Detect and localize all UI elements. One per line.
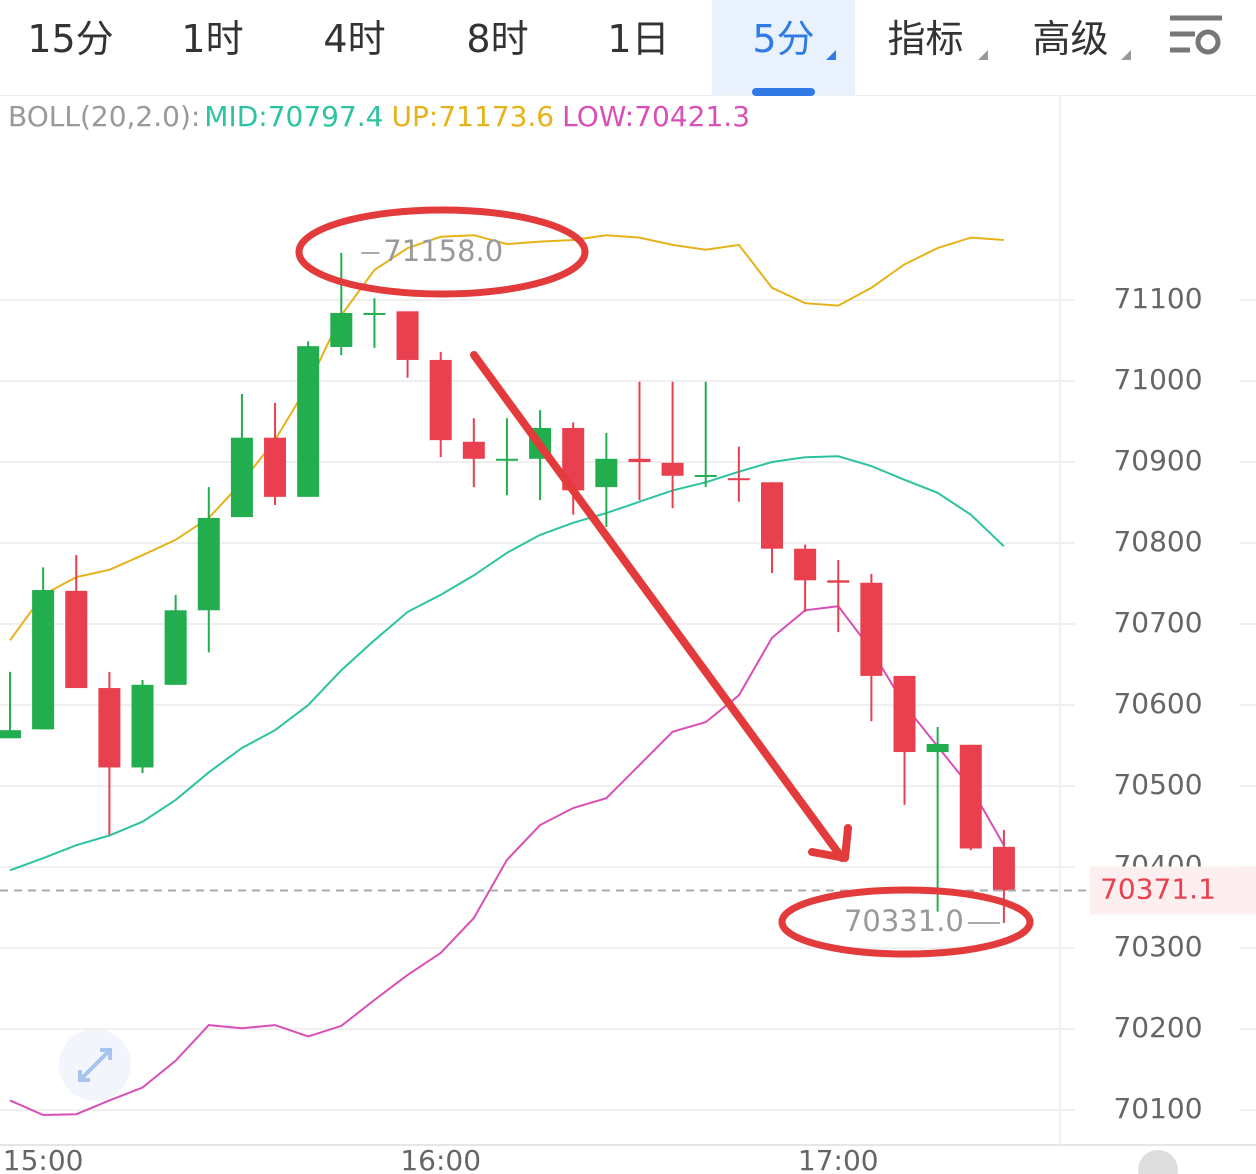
boll-line — [9, 455, 1005, 872]
timeframe-tab[interactable]: 8时 — [466, 17, 529, 61]
candle-body — [661, 462, 684, 476]
timeframe-tab[interactable]: 指标 — [887, 17, 964, 61]
y-tick-label: 71100 — [1113, 282, 1202, 315]
candle-body — [429, 359, 452, 441]
candle-body — [230, 437, 253, 518]
x-tick-label: 15:00 — [3, 1144, 84, 1174]
x-tick-label: 16:00 — [400, 1144, 481, 1174]
timeframe-tab[interactable]: 4时 — [323, 17, 386, 61]
y-tick-label: 70300 — [1113, 930, 1202, 963]
candle-body — [197, 517, 220, 611]
y-tick-label: 70600 — [1113, 687, 1202, 720]
candle-body — [694, 474, 717, 477]
candle-body — [330, 312, 353, 347]
legend-entry: LOW:70421.3 — [562, 100, 750, 133]
highlight-ellipse — [778, 886, 1034, 958]
x-tick-label: 17:00 — [798, 1144, 879, 1174]
candle-body — [495, 458, 518, 461]
candle-body — [794, 548, 817, 581]
timeframe-tab[interactable]: 1时 — [181, 17, 244, 61]
low-annotation: 70331.0 — [844, 904, 964, 938]
settings-icon[interactable] — [1170, 15, 1222, 55]
candle-body — [264, 437, 287, 497]
timeframe-tab[interactable]: 15分 — [27, 17, 114, 61]
y-tick-label: 71000 — [1113, 363, 1202, 396]
candle-body — [462, 441, 485, 459]
candle-body — [827, 580, 850, 583]
tab-dropdown-triangle — [826, 50, 836, 60]
candle-body — [959, 744, 982, 849]
legend-entry: UP:71173.6 — [392, 100, 555, 133]
candle-body — [363, 312, 386, 315]
y-tick-label: 70800 — [1113, 525, 1202, 558]
y-tick-label: 70100 — [1113, 1092, 1202, 1125]
candle-body — [628, 458, 651, 463]
y-tick-label: 70200 — [1113, 1011, 1202, 1044]
candle-body — [65, 590, 88, 689]
candle-body — [562, 427, 585, 491]
timeframe-tabs: 15分 1时 4时 8时 1日 5分 指标 高级 — [0, 0, 1256, 96]
trend-arrow — [470, 351, 852, 862]
expand-icon[interactable] — [59, 1029, 131, 1101]
candle-body — [893, 675, 916, 753]
legend: BOLL(20,2.0): MID:70797.4 UP:71173.6 LOW:70… — [8, 100, 750, 133]
candle-body — [860, 582, 883, 676]
last-price-box — [1090, 866, 1256, 915]
candle-body — [297, 346, 320, 497]
candle-body — [727, 478, 750, 481]
y-tick-label: 70500 — [1113, 768, 1202, 801]
boll-line — [9, 234, 1004, 641]
candle-body — [926, 743, 949, 753]
boll-line — [9, 605, 1005, 1117]
high-annotation: 71158.0 — [383, 234, 503, 268]
candle-body — [0, 730, 21, 739]
legend-title: BOLL(20,2.0): — [8, 100, 200, 133]
candle-body — [98, 688, 121, 768]
y-tick-label: 70700 — [1113, 606, 1202, 639]
last-price-label: 70371.1 — [1100, 873, 1216, 906]
legend-entry: MID:70797.4 — [204, 100, 383, 133]
timeframe-tab[interactable]: 高级 — [1032, 17, 1109, 61]
active-tab-indicator — [752, 88, 815, 96]
candle-body — [992, 846, 1015, 891]
candle-body — [131, 684, 154, 768]
candle-body — [396, 311, 419, 360]
tab-dropdown-triangle — [978, 50, 988, 60]
candle-body — [760, 482, 783, 549]
timeframe-tab[interactable]: 5分 — [712, 0, 855, 95]
timeframe-tab[interactable]: 1日 — [607, 17, 670, 61]
k-icon[interactable] — [1138, 1150, 1178, 1174]
y-tick-label: 70900 — [1113, 444, 1202, 477]
tab-dropdown-triangle — [1121, 50, 1131, 60]
candle-body — [595, 458, 618, 488]
candle-body — [164, 610, 187, 685]
highlight-ellipse — [295, 206, 589, 298]
candle-body — [32, 590, 55, 730]
